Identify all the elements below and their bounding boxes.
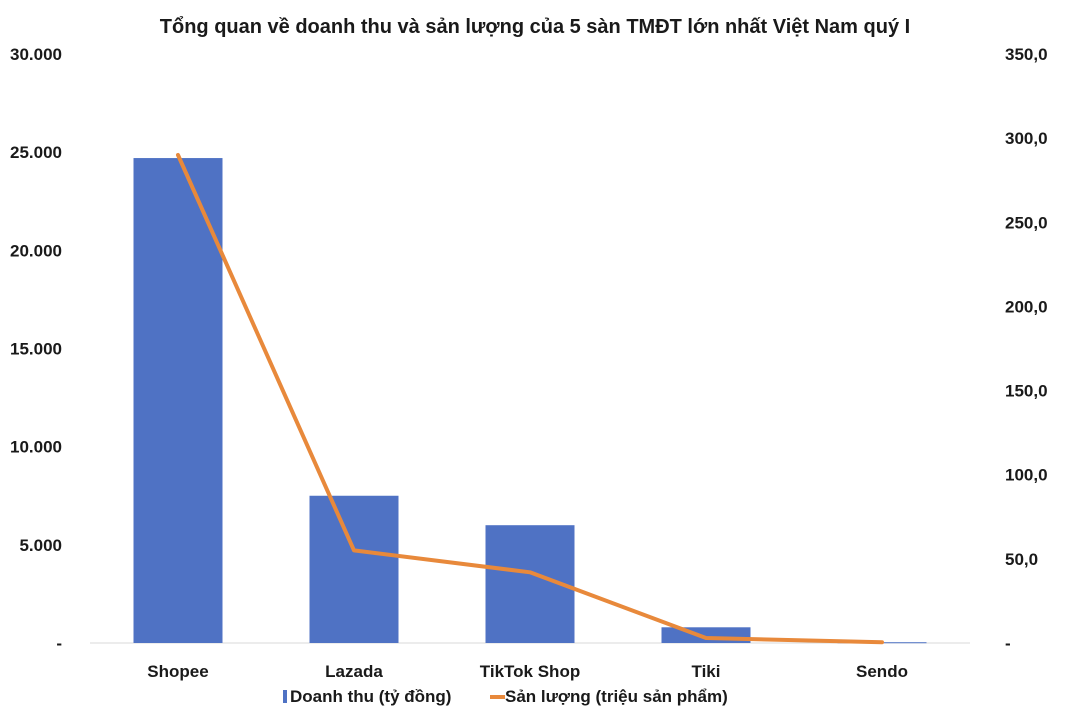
- right-tick-label: 250,0: [1005, 213, 1048, 232]
- category-label: Lazada: [325, 662, 383, 681]
- right-tick-label: 200,0: [1005, 297, 1048, 316]
- right-tick-label: 50,0: [1005, 550, 1038, 569]
- left-tick-label: 10.000: [10, 438, 62, 457]
- left-tick-label: 15.000: [10, 340, 62, 359]
- legend-bar-label: Doanh thu (tỷ đồng): [290, 687, 451, 706]
- category-label: Sendo: [856, 662, 908, 681]
- right-tick-label: 100,0: [1005, 466, 1048, 485]
- right-axis-ticks: - 50,0 100,0 150,0 200,0 250,0 300,0 350,0: [1005, 45, 1048, 653]
- category-label: Tiki: [692, 662, 721, 681]
- revenue-bar: [133, 158, 223, 643]
- chart-title: Tổng quan về doanh thu và sản lượng của …: [160, 16, 910, 38]
- left-tick-label: 5.000: [19, 536, 62, 555]
- left-tick-label: 25.000: [10, 143, 62, 162]
- legend-bar-swatch: [283, 690, 287, 703]
- right-tick-label: -: [1005, 634, 1011, 653]
- right-tick-label: 150,0: [1005, 382, 1048, 401]
- revenue-bars: [133, 158, 927, 644]
- right-tick-label: 350,0: [1005, 45, 1048, 64]
- legend-line-label: Sản lượng (triệu sản phẩm): [505, 687, 728, 706]
- left-tick-label: 20.000: [10, 241, 62, 260]
- category-label: Shopee: [147, 662, 208, 681]
- legend: Doanh thu (tỷ đồng) Sản lượng (triệu sản …: [283, 687, 728, 706]
- volume-line: [176, 153, 884, 645]
- category-labels: Shopee Lazada TikTok Shop Tiki Sendo: [147, 662, 908, 681]
- left-tick-label: 30.000: [10, 45, 62, 64]
- left-tick-label: -: [56, 634, 62, 653]
- category-label: TikTok Shop: [480, 662, 580, 681]
- revenue-bar: [309, 495, 399, 643]
- volume-line-path: [176, 153, 884, 645]
- right-tick-label: 300,0: [1005, 129, 1048, 148]
- left-axis-ticks: - 5.000 10.000 15.000 20.000 25.000 30.000: [10, 45, 62, 653]
